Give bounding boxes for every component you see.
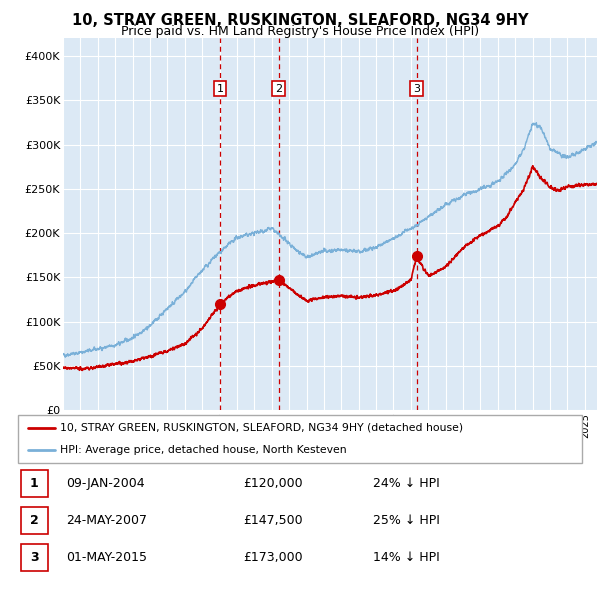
Text: 2: 2 [275, 84, 282, 94]
Text: 01-MAY-2015: 01-MAY-2015 [66, 551, 147, 564]
Bar [21, 470, 48, 497]
Text: 3: 3 [413, 84, 420, 94]
Text: 24% ↓ HPI: 24% ↓ HPI [373, 477, 440, 490]
Text: 3: 3 [30, 551, 38, 564]
Text: 09-JAN-2004: 09-JAN-2004 [66, 477, 145, 490]
Bar [21, 544, 48, 571]
Text: 10, STRAY GREEN, RUSKINGTON, SLEAFORD, NG34 9HY: 10, STRAY GREEN, RUSKINGTON, SLEAFORD, N… [72, 13, 528, 28]
Text: 1: 1 [30, 477, 39, 490]
Text: 14% ↓ HPI: 14% ↓ HPI [373, 551, 440, 564]
Text: £120,000: £120,000 [244, 477, 303, 490]
Text: £147,500: £147,500 [244, 514, 303, 527]
Text: 25% ↓ HPI: 25% ↓ HPI [373, 514, 440, 527]
Text: HPI: Average price, detached house, North Kesteven: HPI: Average price, detached house, Nort… [60, 445, 347, 455]
Text: 2: 2 [30, 514, 39, 527]
Text: 24-MAY-2007: 24-MAY-2007 [66, 514, 147, 527]
Bar [21, 507, 48, 534]
Text: 10, STRAY GREEN, RUSKINGTON, SLEAFORD, NG34 9HY (detached house): 10, STRAY GREEN, RUSKINGTON, SLEAFORD, N… [60, 423, 463, 433]
Text: 1: 1 [217, 84, 224, 94]
Text: £173,000: £173,000 [244, 551, 303, 564]
Text: Price paid vs. HM Land Registry's House Price Index (HPI): Price paid vs. HM Land Registry's House … [121, 25, 479, 38]
